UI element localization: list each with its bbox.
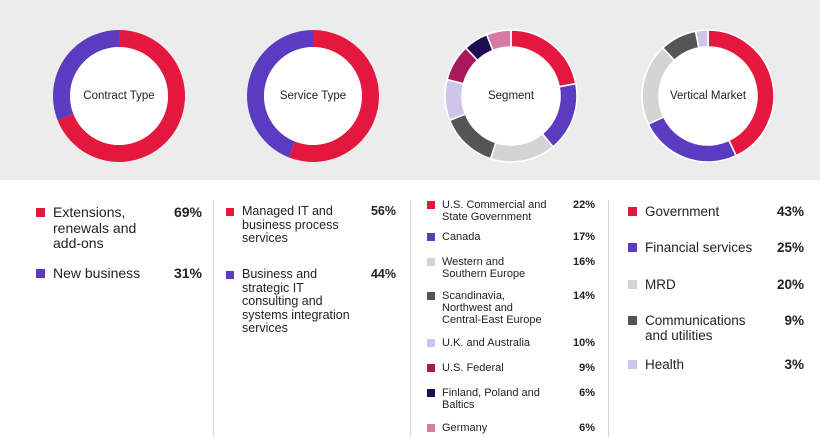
legend-service-type-item: Business and strategic IT consulting and… [226, 267, 396, 336]
legend-label: Canada [442, 231, 481, 243]
legend-segment-item: Finland, Poland and Baltics 6% [427, 387, 595, 411]
legend-value: 31% [173, 265, 202, 281]
donut-contract-type: Contract Type [51, 28, 187, 164]
legend-vertical-market-item: Communications and utilities 9% [628, 313, 804, 343]
donut-segment-svg [444, 29, 578, 163]
legend-value: 9% [579, 362, 595, 374]
legend-label: Scandinavia, Northwest and Central-East … [442, 290, 542, 326]
legend-vertical-market-item: Health 3% [628, 357, 804, 372]
donut-contract-type-svg [52, 30, 185, 162]
legend-value: 25% [776, 240, 804, 255]
legend-segment-item: Germany 6% [427, 422, 595, 434]
legend-swatch [427, 201, 435, 209]
donut-contract-type-hole [70, 47, 168, 145]
column-divider [213, 200, 214, 437]
legend-swatch [628, 207, 637, 216]
legend-value: 43% [776, 204, 804, 219]
legend-swatch [427, 339, 435, 347]
legend-swatch [226, 207, 234, 216]
legend-value: 6% [579, 422, 595, 434]
legend-label: U.K. and Australia [442, 337, 531, 349]
legend-swatch [628, 360, 637, 369]
donut-service-type-hole [264, 47, 362, 145]
donut-segment-hole [462, 47, 560, 145]
legend-value: 20% [776, 277, 804, 292]
legend-label: Government [645, 204, 720, 219]
legend-value: 16% [572, 256, 595, 268]
legend-value: 10% [572, 337, 595, 349]
legend-label: New business [53, 265, 141, 281]
donut-vertical-market: Vertical Market [640, 28, 776, 164]
donut-service-type: Service Type [245, 28, 381, 164]
legend-segment-item: Scandinavia, Northwest and Central-East … [427, 290, 595, 326]
donut-contract-type-slice [52, 30, 119, 121]
legend-value: 44% [370, 267, 396, 281]
legend-service-type-item: Managed IT and business process services… [226, 204, 396, 246]
legend-contract-type-item: Extensions, renewals and add-ons 69% [36, 204, 202, 252]
legend-label: Communications and utilities [645, 313, 746, 343]
legend-value: 69% [173, 204, 202, 220]
legend-value: 9% [784, 313, 804, 328]
legend-swatch [427, 364, 435, 372]
legend-value: 3% [784, 357, 804, 372]
legend-segment-item: U.S. Federal 9% [427, 362, 595, 374]
legend-swatch [427, 292, 435, 300]
legend-swatch [427, 424, 435, 432]
legend-value: 17% [572, 231, 595, 243]
column-divider [410, 200, 411, 437]
legend-value: 6% [579, 387, 595, 399]
legend-vertical-market-item: MRD 20% [628, 277, 804, 292]
legend-label: Extensions, renewals and add-ons [53, 204, 137, 251]
legend-vertical-market-item: Government 43% [628, 204, 804, 219]
legend-value: 14% [572, 290, 595, 302]
legend-value: 56% [370, 204, 396, 218]
legend-value: 22% [572, 199, 595, 211]
legend-label: Managed IT and business process services [242, 204, 339, 245]
legend-swatch [36, 269, 45, 279]
legend-swatch [628, 280, 637, 289]
legend-vertical-market-item: Financial services 25% [628, 240, 804, 255]
legend-segment-item: Canada 17% [427, 231, 595, 243]
donut-vertical-market-svg [641, 29, 775, 163]
legend-label: U.S. Commercial and State Government [442, 199, 547, 223]
legend-swatch [36, 208, 45, 218]
legend-label: Business and strategic IT consulting and… [242, 267, 350, 335]
donut-service-type-slice [246, 30, 313, 158]
legend-segment-item: U.S. Commercial and State Government 22% [427, 199, 595, 223]
legend-swatch [226, 270, 234, 279]
legend-contract-type-item: New business 31% [36, 265, 202, 282]
legend-swatch [427, 233, 435, 241]
donut-segment: Segment [443, 28, 579, 164]
donut-vertical-market-hole [659, 47, 757, 145]
legend-label: Financial services [645, 240, 753, 255]
legend-swatch [628, 316, 637, 325]
legend-swatch [628, 243, 637, 252]
donut-service-type-slice [288, 30, 379, 162]
legend-swatch [427, 389, 435, 397]
legend-label: U.S. Federal [442, 362, 504, 374]
donut-service-type-svg [246, 30, 379, 162]
legend-label: Germany [442, 422, 488, 434]
legend-swatch [427, 258, 435, 266]
legend-label: Finland, Poland and Baltics [442, 387, 540, 411]
legend-label: Health [645, 357, 685, 372]
column-divider [608, 200, 609, 437]
legend-segment-item: Western and Southern Europe 16% [427, 256, 595, 280]
legend-label: Western and Southern Europe [442, 256, 526, 280]
legend-segment-item: U.K. and Australia 10% [427, 337, 595, 349]
legend-label: MRD [645, 277, 676, 292]
